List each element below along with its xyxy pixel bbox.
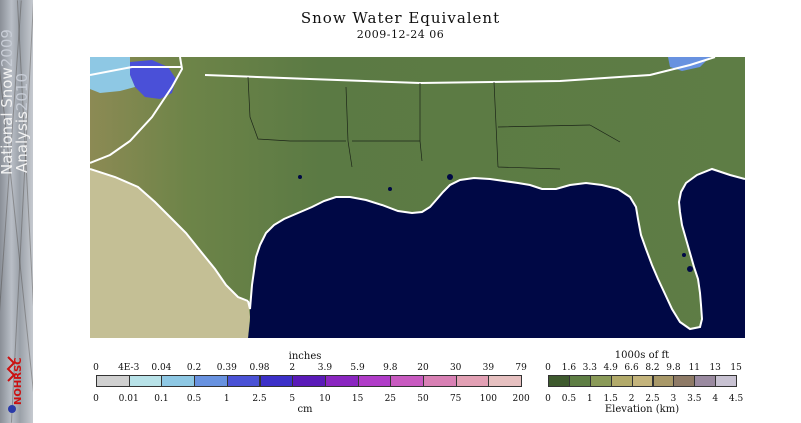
- elev-color-swatch: [631, 375, 654, 387]
- nohrsc-logo: NOHRSC: [6, 356, 24, 413]
- swe-color-swatch: [226, 375, 261, 387]
- swe-top-label: 79: [515, 363, 527, 373]
- map-title: Snow Water Equivalent: [300, 9, 501, 27]
- sidebar-title-line2: Analysis: [13, 111, 31, 173]
- elev-top-label: 3.3: [582, 363, 597, 373]
- swe-bottom-label: 2.5: [252, 394, 267, 404]
- map-date: 2009-12-24 06: [356, 28, 445, 41]
- sidebar-year2: 2010: [13, 73, 31, 112]
- swe-color-swatch: [128, 375, 163, 387]
- elev-top-label: 13: [709, 363, 721, 373]
- international-border: [90, 168, 249, 302]
- swe-bottom-label: 0: [93, 394, 99, 404]
- elev-bottom-label: 3: [670, 394, 677, 404]
- elev-bottom-label: 0.5: [561, 394, 577, 404]
- elev-color-swatch: [673, 375, 696, 387]
- elevation-unit-km: Elevation (km): [604, 404, 680, 415]
- swe-top-label: 0.2: [186, 363, 202, 373]
- swe-color-swatch: [455, 375, 490, 387]
- swe-bottom-label: 0.01: [118, 394, 139, 404]
- inland-lakes: [298, 174, 693, 272]
- elev-bottom-label: 0: [545, 394, 551, 404]
- elev-color-swatch: [715, 375, 738, 387]
- elev-bottom-label: 2: [628, 394, 635, 404]
- swe-color-swatch: [488, 375, 523, 387]
- swe-unit-cm: cm: [297, 404, 313, 415]
- snow-cover-texas-panhandle: [130, 60, 176, 99]
- swe-color-swatch: [423, 375, 457, 387]
- swe-top-label: 30: [449, 363, 462, 373]
- mexico-land: [90, 169, 250, 338]
- logo-text: NOHRSC: [13, 358, 24, 405]
- swe-bottom-label: 10: [319, 394, 331, 404]
- sidebar-banner: National Snow2009 Analysis2010 NOHRSC: [0, 0, 33, 423]
- swe-top-label: 0.39: [216, 363, 237, 373]
- colorado-boundary: [90, 66, 182, 76]
- swe-color-swatch: [161, 375, 196, 387]
- elev-bottom-label: 4: [712, 394, 719, 404]
- swe-top-label: 0.98: [249, 363, 270, 373]
- elev-bottom-label: 1: [586, 394, 593, 404]
- elev-color-swatch: [589, 375, 612, 387]
- light-snow-southern-plains: [90, 57, 135, 93]
- swe-top-label: 2: [289, 363, 296, 373]
- elev-top-label: 15: [730, 363, 742, 373]
- elev-bottom-label: 1.5: [603, 394, 618, 404]
- elev-top-label: 0: [545, 363, 551, 373]
- coastline: [247, 167, 745, 331]
- elev-top-label: 1.6: [561, 363, 577, 373]
- swe-color-swatch: [259, 375, 294, 387]
- elev-bottom-label: 4.5: [728, 394, 744, 404]
- swe-color-swatch: [96, 375, 130, 387]
- elev-top-label: 8.2: [645, 363, 660, 373]
- swe-bottom-label: 200: [512, 394, 530, 404]
- swe-color-swatch: [390, 375, 424, 387]
- swe-bottom-label: 100: [479, 394, 497, 404]
- swe-bottom-label: 50: [417, 394, 429, 404]
- swe-top-label: 3.9: [317, 363, 333, 373]
- swe-top-label: 20: [417, 363, 429, 373]
- swe-top-label: 5.9: [350, 363, 365, 373]
- swe-color-swatch: [324, 375, 359, 387]
- elev-color-swatch: [568, 375, 591, 387]
- swe-unit-inches: inches: [288, 351, 322, 362]
- swe-top-label: 9.8: [383, 363, 398, 373]
- swe-top-label: 39: [482, 363, 495, 373]
- swe-top-label: 0: [93, 363, 99, 373]
- elev-top-label: 11: [688, 363, 701, 373]
- swe-bottom-label: 0.1: [154, 394, 169, 404]
- swe-bottom-label: 15: [351, 394, 364, 404]
- elev-color-swatch: [652, 375, 675, 387]
- elev-top-label: 6.6: [624, 363, 639, 373]
- texas-oklahoma-boundary: [90, 57, 184, 164]
- elev-color-swatch: [548, 375, 570, 387]
- elev-top-label: 4.9: [603, 363, 618, 373]
- state-lines: [247, 76, 621, 170]
- swe-bottom-label: 25: [384, 394, 397, 404]
- swe-top-label: 4E-3: [118, 363, 140, 373]
- elevation-unit-feet: 1000s of ft: [614, 350, 670, 361]
- us-state-boundary-north: [204, 57, 716, 85]
- elev-bottom-label: 3.5: [687, 394, 702, 404]
- swe-bottom-label: 75: [449, 394, 462, 404]
- swe-bottom-label: 5: [289, 394, 296, 404]
- swe-color-swatch: [194, 375, 228, 387]
- snow-water-equivalent-map: [90, 57, 745, 338]
- swe-top-label: 0.04: [151, 363, 172, 373]
- swe-bottom-label: 0.5: [186, 394, 202, 404]
- elev-color-swatch: [610, 375, 633, 387]
- swe-bottom-label: 1: [223, 394, 230, 404]
- swe-color-swatch: [357, 375, 392, 387]
- elev-top-label: 9.8: [666, 363, 681, 373]
- elev-color-swatch: [694, 375, 717, 387]
- swe-color-swatch: [292, 375, 326, 387]
- elev-bottom-label: 2.5: [645, 394, 660, 404]
